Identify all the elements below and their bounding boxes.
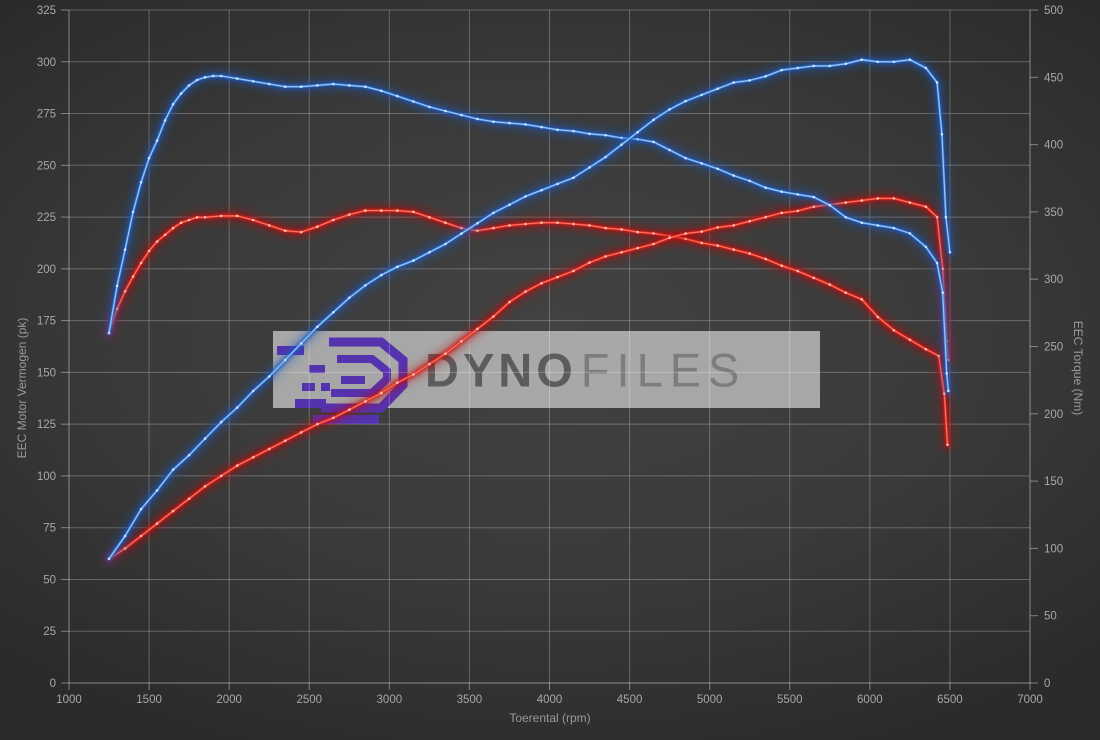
svg-text:200: 200 [37, 264, 56, 276]
svg-text:25: 25 [43, 626, 56, 638]
svg-text:4500: 4500 [617, 694, 643, 706]
left-axis-title: EEC Motor Vermogen (pk) [15, 317, 29, 459]
svg-text:125: 125 [37, 419, 56, 431]
svg-text:400: 400 [1044, 140, 1063, 152]
x-axis-tick-labels: 1000 1500 2000 2500 3000 3500 4000 4500 5000 5500… [56, 694, 1043, 706]
watermark-wordmark: DYNOFILES [425, 342, 746, 397]
dyno-curves [102, 53, 957, 566]
svg-text:275: 275 [37, 109, 56, 121]
svg-text:225: 225 [37, 212, 56, 224]
svg-text:500: 500 [1044, 5, 1063, 17]
svg-text:3500: 3500 [457, 694, 483, 706]
svg-text:5500: 5500 [777, 694, 803, 706]
svg-text:6500: 6500 [937, 694, 963, 706]
svg-text:4000: 4000 [537, 694, 563, 706]
svg-text:0: 0 [1044, 678, 1050, 690]
watermark-text-secondary: FILES [580, 343, 747, 396]
svg-text:7000: 7000 [1017, 694, 1043, 706]
watermark: DYNOFILES [273, 331, 820, 424]
curve-power-blue [102, 53, 957, 566]
svg-text:5000: 5000 [697, 694, 723, 706]
svg-text:50: 50 [1044, 611, 1057, 623]
dynofiles-logo-icon [277, 337, 408, 424]
svg-text:50: 50 [43, 574, 56, 586]
svg-text:150: 150 [37, 367, 56, 379]
left-axis-tick-labels: 0 25 50 75 100 125 150 175 200 225 250 275 300 325 [37, 5, 56, 690]
right-axis-tick-labels: 0 50 100 150 200 250 300 350 400 450 500 [1044, 5, 1063, 690]
svg-text:1000: 1000 [56, 694, 82, 706]
watermark-text-primary: DYNO [425, 343, 577, 396]
svg-text:200: 200 [1044, 409, 1063, 421]
svg-text:2000: 2000 [216, 694, 242, 706]
svg-text:0: 0 [50, 678, 56, 690]
svg-text:250: 250 [1044, 342, 1063, 354]
svg-text:450: 450 [1044, 72, 1063, 84]
svg-text:250: 250 [37, 160, 56, 172]
svg-text:300: 300 [37, 57, 56, 69]
svg-text:300: 300 [1044, 274, 1063, 286]
right-axis-title: EEC Torque (Nm) [1071, 320, 1085, 416]
svg-text:100: 100 [1044, 543, 1063, 555]
svg-text:3000: 3000 [377, 694, 403, 706]
curve-torque-red [102, 204, 954, 452]
svg-text:1500: 1500 [136, 694, 162, 706]
svg-text:175: 175 [37, 316, 56, 328]
svg-text:2500: 2500 [296, 694, 322, 706]
svg-text:100: 100 [37, 471, 56, 483]
svg-text:75: 75 [43, 523, 56, 535]
svg-text:150: 150 [1044, 476, 1063, 488]
svg-text:6000: 6000 [857, 694, 883, 706]
x-axis-title: Toerental (rpm) [509, 711, 591, 725]
svg-text:350: 350 [1044, 207, 1063, 219]
svg-text:325: 325 [37, 5, 56, 17]
